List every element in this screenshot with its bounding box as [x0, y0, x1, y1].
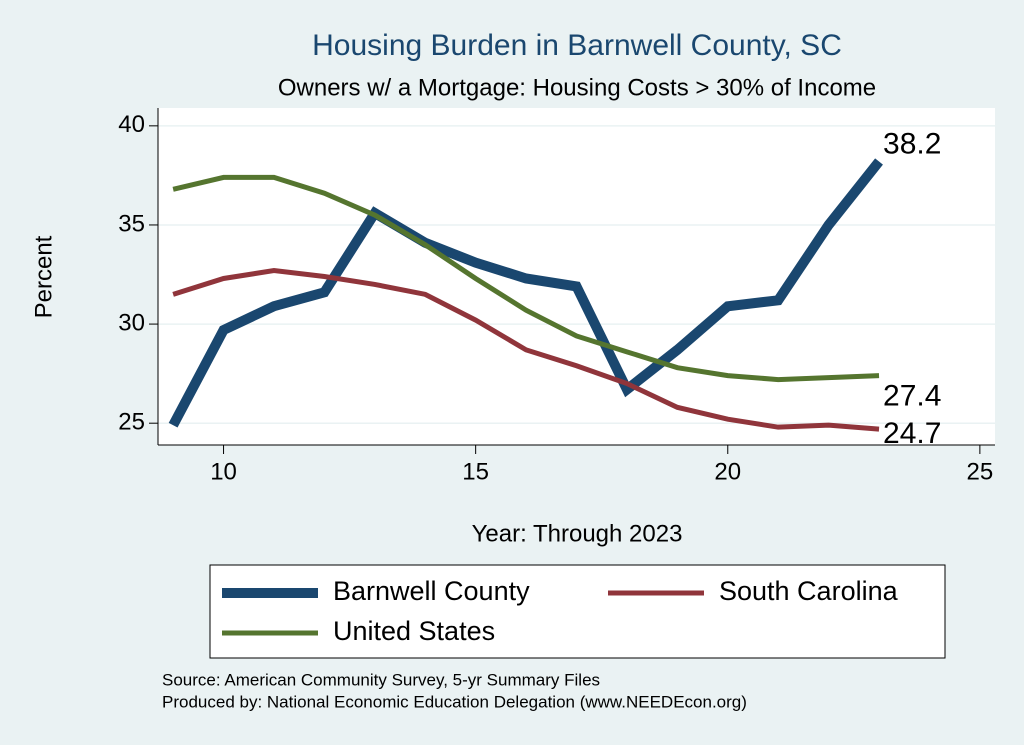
x-tick-label: 15 — [462, 458, 489, 485]
y-tick-label: 25 — [118, 409, 145, 436]
end-label: 27.4 — [883, 380, 941, 413]
x-axis-title: Year: Through 2023 — [472, 520, 683, 547]
chart-subtitle: Owners w/ a Mortgage: Housing Costs > 30… — [278, 74, 876, 101]
y-tick-label: 35 — [118, 210, 145, 237]
chart-title: Housing Burden in Barnwell County, SC — [312, 29, 842, 62]
legend-label: South Carolina — [719, 576, 899, 606]
y-tick-label: 30 — [118, 309, 145, 336]
series-line — [172, 174, 880, 383]
legend-label: United States — [333, 616, 495, 646]
plot-area — [158, 108, 995, 445]
series-line — [168, 158, 883, 428]
credit-note: Produced by: National Economic Education… — [162, 692, 747, 711]
end-label: 24.7 — [883, 417, 941, 450]
series-line — [172, 268, 880, 432]
x-tick-label: 25 — [967, 458, 994, 485]
x-tick-label: 20 — [714, 458, 741, 485]
legend-label: Barnwell County — [333, 576, 530, 606]
legend-box — [209, 564, 946, 659]
source-note: Source: American Community Survey, 5-yr … — [162, 670, 600, 689]
y-axis-title: Percent — [30, 235, 57, 318]
y-tick-label: 40 — [118, 111, 145, 138]
end-label: 38.2 — [883, 127, 941, 160]
x-tick-label: 10 — [210, 458, 237, 485]
